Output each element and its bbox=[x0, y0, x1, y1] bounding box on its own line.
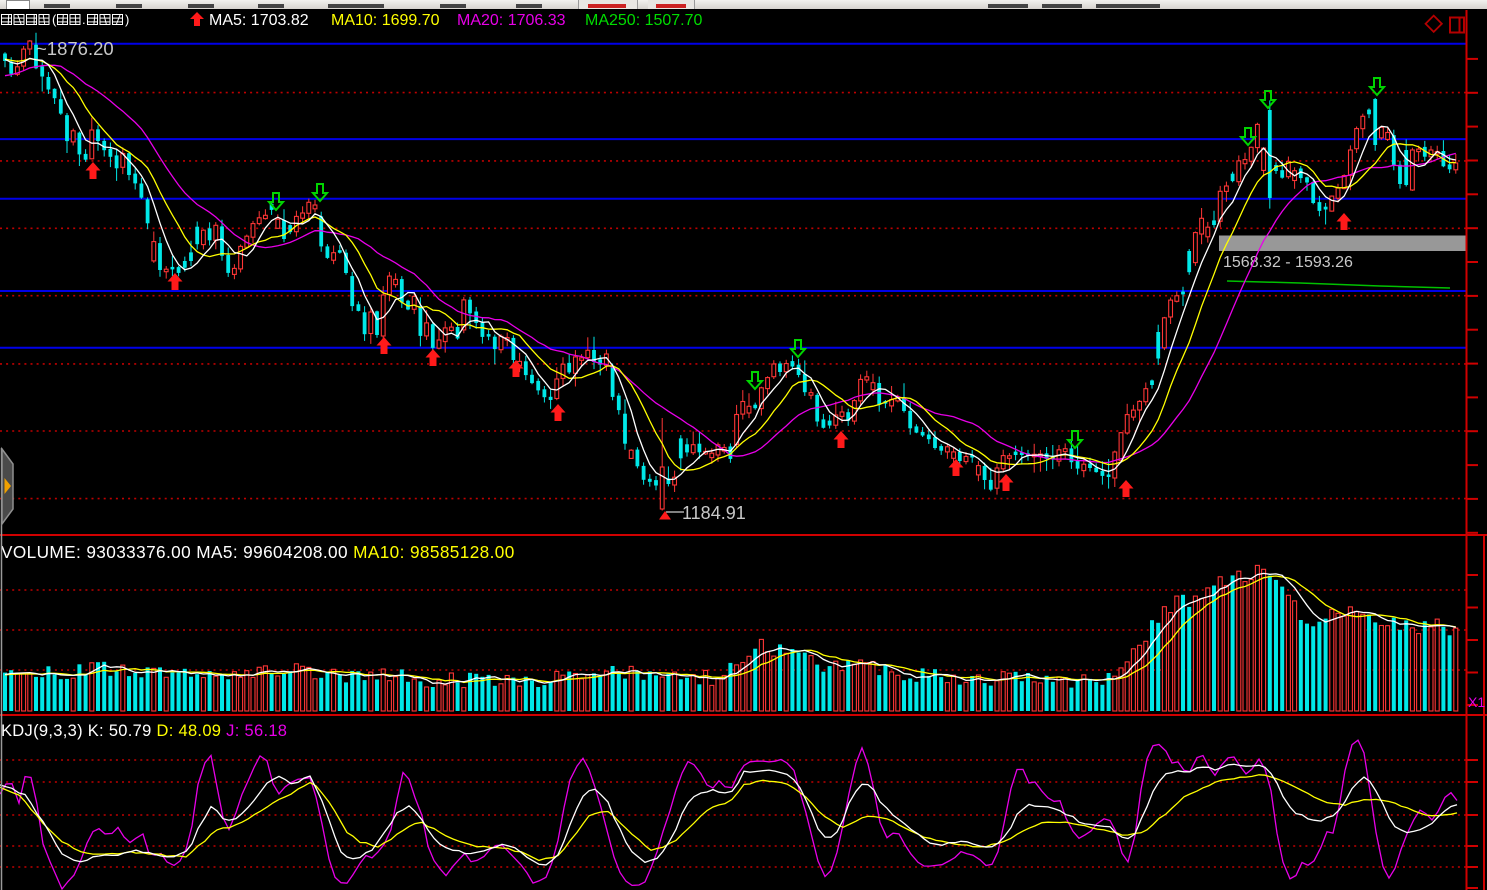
svg-text:MA5: 1703.82: MA5: 1703.82 bbox=[209, 12, 309, 29]
svg-text:MA250: 1507.70: MA250: 1507.70 bbox=[585, 12, 703, 29]
svg-text:VOLUME: 93033376.00 MA5: 99604: VOLUME: 93033376.00 MA5: 99604208.00 MA1… bbox=[1, 542, 515, 562]
svg-text:MA20: 1706.33: MA20: 1706.33 bbox=[457, 12, 566, 29]
svg-text:1184.91: 1184.91 bbox=[682, 503, 746, 523]
svg-text:MA10: 1699.70: MA10: 1699.70 bbox=[331, 12, 440, 29]
svg-text:.: . bbox=[82, 12, 86, 27]
svg-text:(: ( bbox=[52, 12, 57, 27]
svg-text:X1: X1 bbox=[1468, 694, 1485, 710]
svg-text:1568.32 - 1593.26: 1568.32 - 1593.26 bbox=[1223, 254, 1353, 271]
svg-text:): ) bbox=[125, 12, 129, 27]
svg-text:~1876.20: ~1876.20 bbox=[36, 38, 114, 59]
svg-text:KDJ(9,3,3) K: 50.79 D: 48.09 J: KDJ(9,3,3) K: 50.79 D: 48.09 J: 56.18 bbox=[1, 722, 287, 740]
